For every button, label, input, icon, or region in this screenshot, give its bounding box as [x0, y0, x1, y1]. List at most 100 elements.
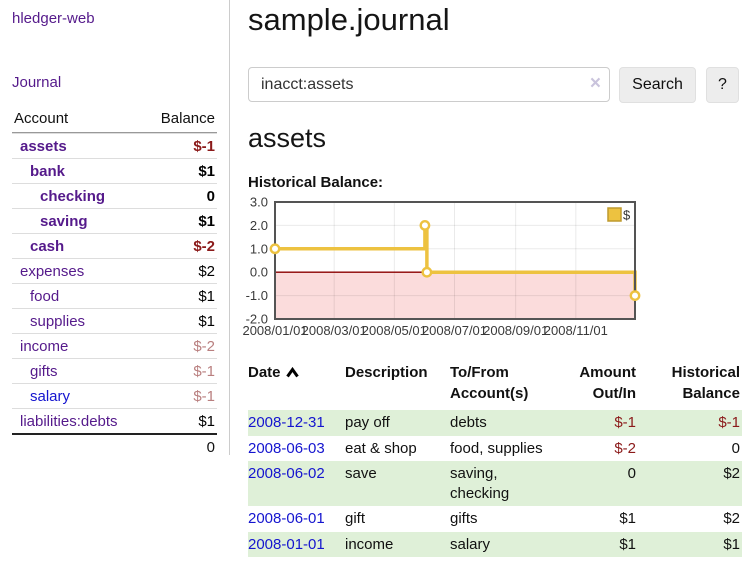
account-link-expenses[interactable]: expenses — [20, 262, 85, 280]
data-point-marker[interactable] — [269, 243, 281, 255]
account-balance: $1 — [198, 212, 215, 230]
transaction-balance: $2 — [644, 461, 742, 506]
register-header-date[interactable]: Date — [248, 360, 345, 410]
transaction-date-cell: 2008-06-02 — [248, 461, 345, 506]
transaction-accounts: food, supplies — [450, 439, 543, 457]
chart-title: Historical Balance: — [248, 174, 384, 191]
x-axis-tick-label: 2008/01/01 — [242, 323, 307, 338]
accounts-table-header: Account Balance — [12, 107, 217, 133]
register-row: 2008-12-31 pay off debts $-1 $-1 — [248, 410, 742, 436]
account-row-supplies: supplies $1 — [12, 308, 217, 333]
account-link-saving[interactable]: saving — [40, 212, 88, 230]
transaction-description: income — [345, 531, 450, 557]
transaction-description: eat & shop — [345, 439, 417, 457]
account-row-liabilities-debts: liabilities:debts $1 — [12, 408, 217, 433]
account-row-food: food $1 — [12, 283, 217, 308]
register-row: 2008-06-03 eat & shop food, supplies $-2… — [248, 436, 742, 462]
account-balance: 0 — [206, 187, 215, 205]
transaction-description: save — [345, 461, 450, 506]
page-title: sample.journal — [248, 2, 450, 37]
account-link-liabilities-debts[interactable]: liabilities:debts — [20, 412, 118, 430]
transaction-balance: $-1 — [644, 410, 742, 436]
transaction-balance: 0 — [731, 439, 740, 457]
register-row: 2008-06-01 gift gifts $1 $2 — [248, 506, 742, 532]
register-header-accounts: To/From Account(s) — [450, 364, 529, 402]
transaction-balance: $2 — [723, 510, 740, 527]
transaction-date-link[interactable]: 2008-01-01 — [248, 535, 325, 553]
y-axis-tick-label: 3.0 — [250, 195, 268, 210]
account-link-food[interactable]: food — [30, 287, 60, 305]
register-header-balance: Historical Balance — [671, 364, 740, 402]
accounts-total-row: 0 — [12, 433, 217, 460]
account-balance: $-2 — [193, 237, 215, 255]
x-axis-tick-label: 2008/05/01 — [362, 323, 427, 338]
app-brand-link[interactable]: hledger-web — [12, 10, 95, 27]
account-row-assets: assets $-1 — [12, 133, 217, 158]
register-header-row: Date Description To/From Account(s) Amou… — [248, 360, 742, 410]
account-balance: $2 — [198, 262, 215, 280]
sort-ascending-icon — [285, 367, 299, 378]
transaction-amount: $1 — [619, 510, 636, 527]
help-button[interactable]: ? — [706, 67, 739, 103]
transaction-amount: $-2 — [614, 439, 636, 457]
transaction-description: pay off — [345, 410, 450, 436]
register-row: 2008-01-01 income salary $1 $1 — [248, 531, 742, 557]
account-balance: $-1 — [193, 137, 215, 155]
account-link-cash[interactable]: cash — [30, 237, 65, 255]
transaction-date-link[interactable]: 2008-06-03 — [248, 439, 325, 457]
register-header-description: Description — [345, 364, 428, 381]
clear-search-icon[interactable]: × — [589, 73, 601, 94]
historical-balance-chart[interactable]: 3.0 2.0 1.0 0.0 -1.0 -2.02008/01/012008/03/01… — [242, 195, 644, 338]
account-row-checking: checking 0 — [12, 183, 217, 208]
data-point-marker[interactable] — [419, 220, 431, 231]
account-balance: $1 — [198, 287, 215, 305]
account-row-gifts: gifts $-1 — [12, 358, 217, 383]
account-link-salary[interactable]: salary — [30, 387, 71, 405]
account-column-header: Account — [14, 110, 69, 127]
register-header-amount: Amount Out/In — [579, 364, 636, 402]
main-content: sample.journal × Search ? assets Histori… — [242, 2, 742, 557]
transaction-date-cell: 2008-06-03 — [248, 436, 345, 462]
search-input[interactable] — [248, 67, 610, 102]
sidebar: hledger-web Journal Account Balance asse… — [0, 0, 230, 456]
search-form: × Search ? — [248, 67, 742, 103]
account-row-saving: saving $1 — [12, 208, 217, 233]
search-input-wrap: × — [248, 67, 610, 102]
account-balance: $1 — [198, 162, 215, 180]
x-axis-tick-label: 2008/11/01 — [544, 323, 608, 338]
transaction-date-cell: 2008-06-01 — [248, 506, 345, 532]
account-link-supplies[interactable]: supplies — [30, 312, 86, 330]
transaction-date-link[interactable]: 2008-06-02 — [248, 465, 325, 482]
register-table: Date Description To/From Account(s) Amou… — [248, 360, 742, 557]
transaction-date-link[interactable]: 2008-12-31 — [248, 414, 325, 431]
x-axis-tick-label: 2008/07/01 — [422, 323, 487, 338]
y-axis-tick-label: 0.0 — [250, 265, 268, 280]
account-balance: $-1 — [193, 362, 215, 380]
accounts-total-value: 0 — [206, 439, 215, 456]
transaction-date-link[interactable]: 2008-06-01 — [248, 510, 325, 527]
x-axis-tick-label: 2008/03/01 — [302, 323, 367, 338]
account-row-expenses: expenses $2 — [12, 258, 217, 283]
x-axis-tick-label: 2008/09/01 — [483, 323, 548, 338]
accounts-table: Account Balance assets $-1 bank $1 check… — [12, 107, 217, 460]
y-axis-tick-label: -1.0 — [246, 288, 268, 303]
transaction-accounts: debts — [450, 410, 554, 436]
transaction-date-cell: 2008-12-31 — [248, 410, 345, 436]
data-point-marker[interactable] — [421, 266, 433, 278]
transaction-accounts: gifts — [450, 510, 478, 527]
account-link-assets[interactable]: assets — [20, 137, 67, 155]
transaction-amount: $1 — [554, 531, 644, 557]
sidebar-item-journal[interactable]: Journal — [12, 74, 62, 91]
transaction-date-cell: 2008-01-01 — [248, 531, 345, 557]
account-link-bank[interactable]: bank — [30, 162, 66, 180]
account-balance: $-2 — [193, 337, 215, 355]
account-link-checking[interactable]: checking — [40, 187, 106, 205]
account-link-income[interactable]: income — [20, 337, 69, 355]
account-row-income: income $-2 — [12, 333, 217, 358]
search-button[interactable]: Search — [619, 67, 696, 103]
register-row: 2008-06-02 save saving, checking 0 $2 — [248, 461, 742, 506]
account-row-bank: bank $1 — [12, 158, 217, 183]
account-link-gifts[interactable]: gifts — [30, 362, 58, 380]
data-point-marker[interactable] — [629, 290, 641, 302]
account-row-cash: cash $-2 — [12, 233, 217, 258]
